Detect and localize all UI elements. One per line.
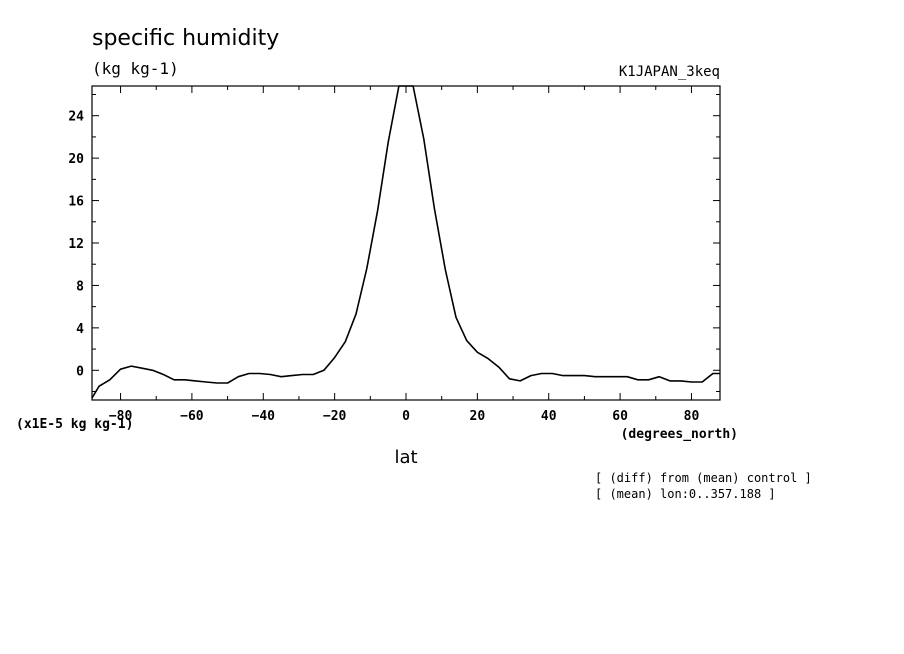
x-units-label: (degrees_north) <box>621 427 738 442</box>
x-tick-label: 80 <box>684 409 700 424</box>
y-tick-label: 16 <box>68 195 84 210</box>
y-tick-label: 20 <box>68 152 84 167</box>
experiment-label: K1JAPAN_3keq <box>619 64 720 80</box>
x-axis-ticks: −80 −60 −40 −20 0 20 40 60 80 <box>109 86 700 424</box>
x-tick-label: 20 <box>470 409 486 424</box>
x-tick-label: −40 <box>252 409 276 424</box>
note-mean: [ (mean) lon:0..357.188 ] <box>595 487 776 501</box>
x-axis-label: lat <box>394 447 417 468</box>
y-scale-label: (x1E-5 kg kg-1) <box>16 417 133 432</box>
note-diff: [ (diff) from (mean) control ] <box>595 471 812 485</box>
y-tick-label: 8 <box>76 279 84 294</box>
y-tick-label: 0 <box>76 364 84 379</box>
minor-ticks <box>92 86 720 400</box>
y-tick-label: 24 <box>68 110 84 125</box>
x-tick-label: 0 <box>402 409 410 424</box>
series-line <box>91 85 720 399</box>
plot-frame <box>91 85 721 401</box>
x-tick-label: 40 <box>541 409 557 424</box>
x-tick-label: −60 <box>180 409 204 424</box>
y-tick-label: 12 <box>68 237 84 252</box>
y-tick-label: 4 <box>76 322 84 337</box>
x-tick-label: −20 <box>323 409 347 424</box>
y-axis-ticks: 0 4 8 12 16 20 24 <box>68 110 720 379</box>
x-tick-label: 60 <box>612 409 628 424</box>
x-tick-label: −80 <box>109 409 133 424</box>
chart-title: specific humidity <box>92 26 279 51</box>
chart-units: (kg kg-1) <box>92 59 179 78</box>
